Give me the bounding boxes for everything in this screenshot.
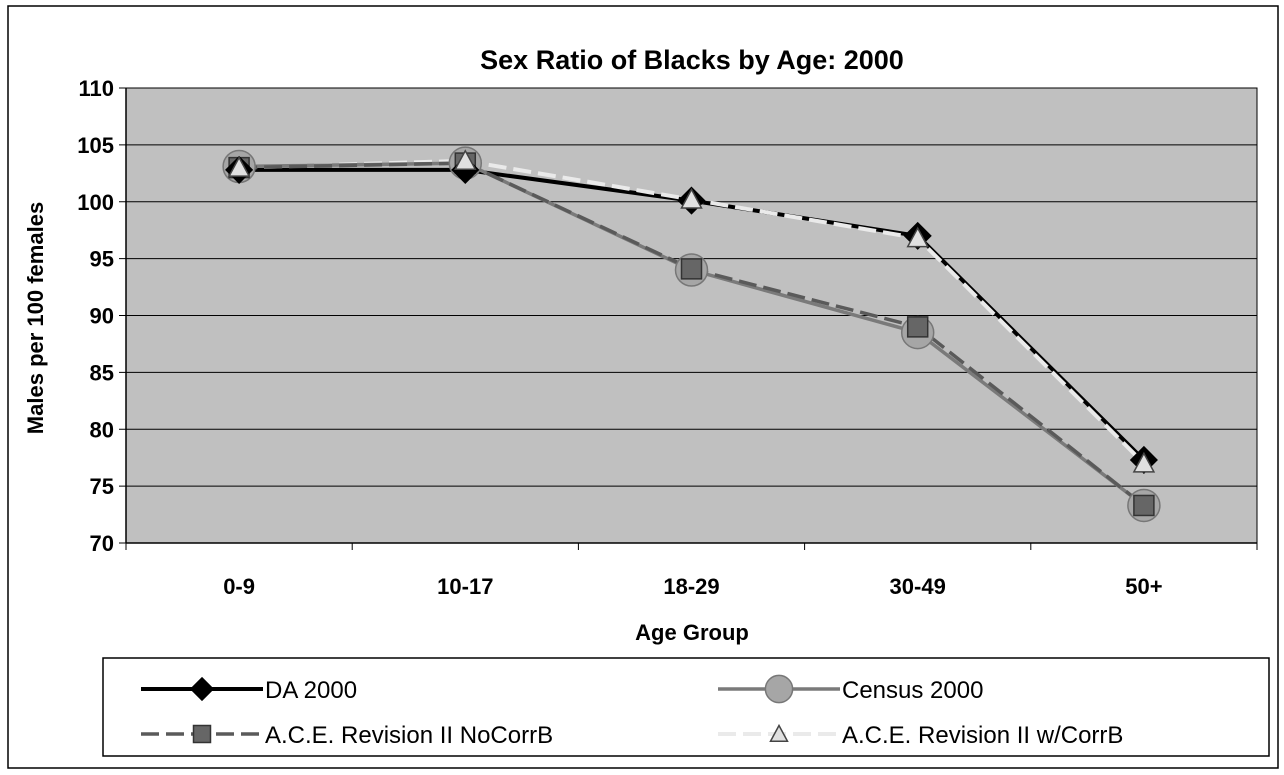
chart-title: Sex Ratio of Blacks by Age: 2000 xyxy=(480,45,904,75)
y-tick-label: 70 xyxy=(90,531,114,556)
x-axis-title: Age Group xyxy=(635,620,749,645)
x-tick-label: 30-49 xyxy=(890,574,946,599)
legend-box xyxy=(102,657,1270,757)
data-point-triangle xyxy=(906,226,929,248)
x-tick-label: 50+ xyxy=(1125,574,1162,599)
axes xyxy=(119,87,1258,550)
series-markers xyxy=(222,146,1161,523)
legend-marker-diamond xyxy=(189,676,215,702)
legend: DA 2000 Census 2000 A.C.E. Revision II NoC… xyxy=(141,674,1123,749)
y-tick-label: 90 xyxy=(90,304,114,329)
x-tick-label: 18-29 xyxy=(663,574,719,599)
data-point-triangle xyxy=(680,187,703,209)
legend-label: A.C.E. Revision II w/CorrB xyxy=(842,722,1123,749)
data-point-triangle xyxy=(227,156,251,177)
data-point-square xyxy=(906,316,929,338)
data-point-square xyxy=(680,258,703,280)
y-tick-label: 85 xyxy=(90,360,114,385)
legend-marker-square xyxy=(192,724,212,744)
legend-label: Census 2000 xyxy=(842,677,983,704)
x-tick-labels: 0-9 10-17 18-29 30-49 50+ xyxy=(223,574,1162,599)
x-tick-label: 0-9 xyxy=(223,574,255,599)
x-tick-label: 10-17 xyxy=(437,574,493,599)
y-tick-label: 105 xyxy=(77,133,114,158)
y-tick-label: 75 xyxy=(90,474,114,499)
legend-label: A.C.E. Revision II NoCorrB xyxy=(265,722,553,749)
data-point-triangle xyxy=(1132,451,1156,473)
data-point-square xyxy=(1133,494,1155,517)
data-point-triangle xyxy=(454,149,477,171)
legend-label: DA 2000 xyxy=(265,677,357,704)
y-tick-label: 80 xyxy=(90,417,114,442)
y-tick-label: 110 xyxy=(79,76,115,101)
y-axis-title: Males per 100 females xyxy=(23,202,48,434)
legend-marker-circle xyxy=(764,674,794,704)
y-tick-label: 100 xyxy=(77,190,114,215)
y-tick-label: 95 xyxy=(90,247,114,272)
legend-marker-triangle xyxy=(769,723,789,742)
y-tick-labels: 70 75 80 85 90 95 100 105 110 xyxy=(77,76,114,556)
